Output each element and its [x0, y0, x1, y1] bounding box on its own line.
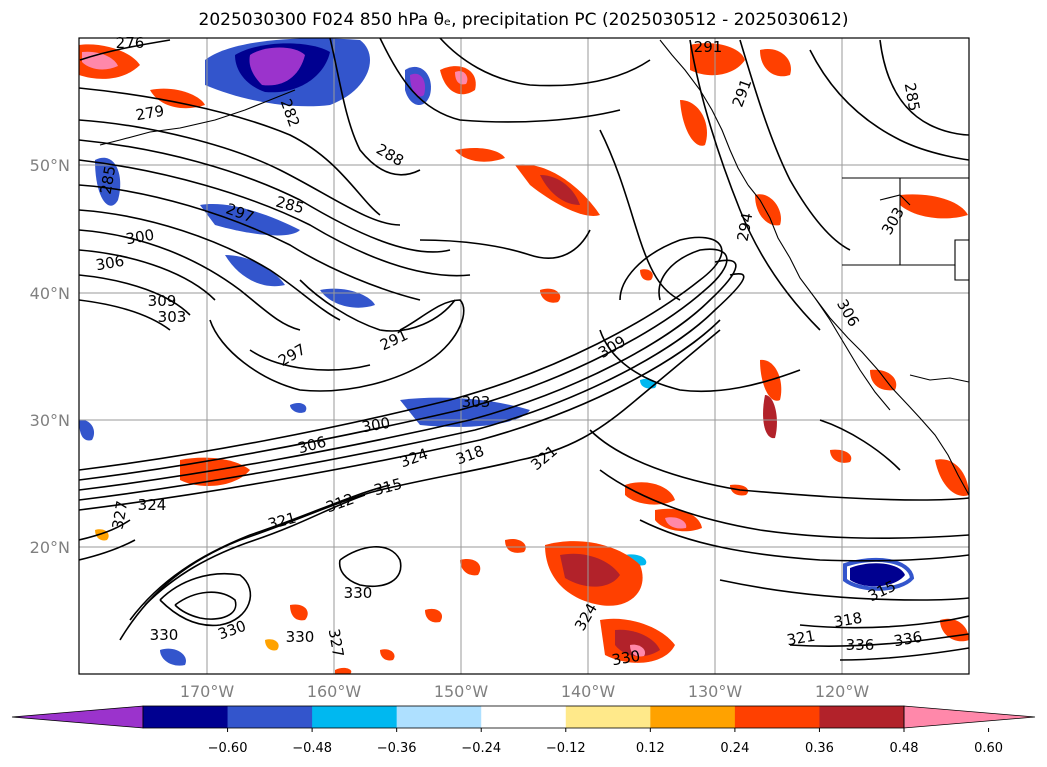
colorbar-tick-label: 0.48	[890, 741, 919, 756]
lon-label: 130°W	[688, 682, 743, 701]
colorbar-segment	[819, 706, 905, 728]
contour-label: 276	[116, 34, 145, 52]
lat-label: 30°N	[30, 411, 70, 430]
colorbar-segment	[481, 706, 567, 728]
colorbar-tick-label: 0.24	[720, 741, 749, 756]
colorbar-tick-label: 0.12	[636, 741, 665, 756]
contour-label: 294	[734, 211, 757, 242]
colorbar-segment	[312, 706, 398, 728]
lat-label: 40°N	[30, 284, 70, 303]
contour-label: 330	[150, 626, 179, 644]
contour-label: 303	[158, 308, 187, 326]
colorbar-tick-label: −0.60	[208, 741, 248, 756]
lon-label: 160°W	[307, 682, 362, 701]
colorbar-segment	[734, 706, 820, 728]
contour-label: 300	[360, 414, 391, 437]
colorbar-segment	[396, 706, 482, 728]
contour-label: 336	[892, 628, 923, 651]
colorbar	[11, 705, 1036, 729]
colorbar-extend-high	[903, 705, 1036, 729]
contour-label: 327	[109, 499, 132, 530]
map-frame	[78, 37, 970, 675]
precipitation-shading	[79, 38, 969, 674]
lat-label: 20°N	[30, 538, 70, 557]
map-background	[79, 38, 969, 674]
colorbar-tick-label: −0.24	[461, 741, 501, 756]
colorbar-tick-label: 0.36	[805, 741, 834, 756]
contour-label: 330	[286, 628, 315, 646]
contour-label: 285	[97, 164, 120, 195]
contour-label: 336	[846, 636, 875, 654]
graticule	[79, 38, 969, 674]
contour-label: 300	[124, 226, 155, 249]
colorbar-tick-label: −0.48	[292, 741, 332, 756]
lon-label: 120°W	[815, 682, 870, 701]
contour-label: 330	[610, 647, 641, 670]
colorbar-segment	[143, 706, 229, 728]
contour-label: 318	[832, 609, 863, 632]
contour-label: 285	[901, 81, 924, 112]
lon-label: 170°W	[180, 682, 235, 701]
latitude-labels: 50°N 40°N 30°N 20°N	[30, 156, 70, 557]
longitude-labels: 170°W 160°W 150°W 140°W 130°W 120°W	[180, 682, 870, 701]
contour-label: 291	[694, 38, 723, 56]
contour-label: 309	[148, 292, 177, 310]
contour-label: 327	[325, 627, 348, 658]
colorbar-frame	[142, 705, 905, 729]
coastlines	[99, 39, 969, 496]
contour-label: 306	[94, 252, 125, 275]
lon-label: 150°W	[434, 682, 489, 701]
colorbar-tick-label: −0.12	[546, 741, 586, 756]
contour-label: 324	[138, 496, 167, 514]
colorbar-segment	[565, 706, 651, 728]
contour-label: 303	[462, 393, 491, 411]
lon-label: 140°W	[561, 682, 616, 701]
colorbar-extend-low	[11, 705, 144, 729]
contour-label: 330	[344, 584, 373, 602]
contour-label: 279	[134, 102, 165, 125]
colorbar-segment	[227, 706, 313, 728]
theta-e-contours	[79, 38, 969, 661]
lat-label: 50°N	[30, 156, 70, 175]
colorbar-segment	[650, 706, 736, 728]
colorbar-tick-labels: −0.60 −0.48 −0.36 −0.24 −0.12 0.12 0.24 0.36 0.4…	[208, 728, 1003, 756]
colorbar-tick-label: −0.36	[377, 741, 417, 756]
map-title: 2025030300 F024 850 hPa θₑ, precipitatio…	[198, 10, 849, 30]
contour-label: 321	[785, 627, 816, 650]
colorbar-tick-label: 0.60	[974, 741, 1003, 756]
